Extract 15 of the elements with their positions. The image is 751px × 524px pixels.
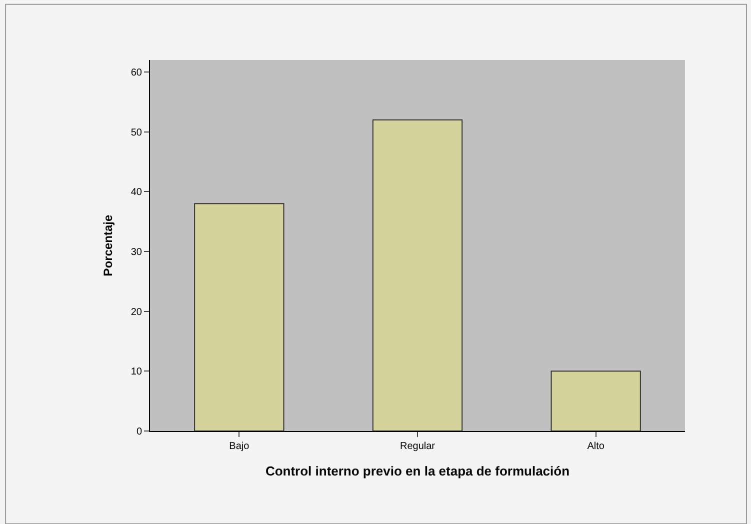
y-tick-label: 50 [130,127,142,138]
y-tick-label: 30 [130,246,142,258]
x-tick-label: Bajo [229,441,250,452]
y-tick-label: 60 [130,67,142,78]
y-tick-label: 10 [130,366,142,378]
y-tick-label: 0 [136,426,142,438]
x-tick-label: Alto [587,441,605,452]
y-tick-label: 20 [130,306,142,318]
y-tick-label: 40 [130,187,142,198]
x-tick-label: Regular [400,441,436,452]
bar [372,119,463,431]
bar [194,203,284,431]
x-axis-title: Control interno previo en la etapa de formulación [265,464,570,479]
y-axis-title: Porcentaje [101,214,116,276]
bar [550,370,641,431]
